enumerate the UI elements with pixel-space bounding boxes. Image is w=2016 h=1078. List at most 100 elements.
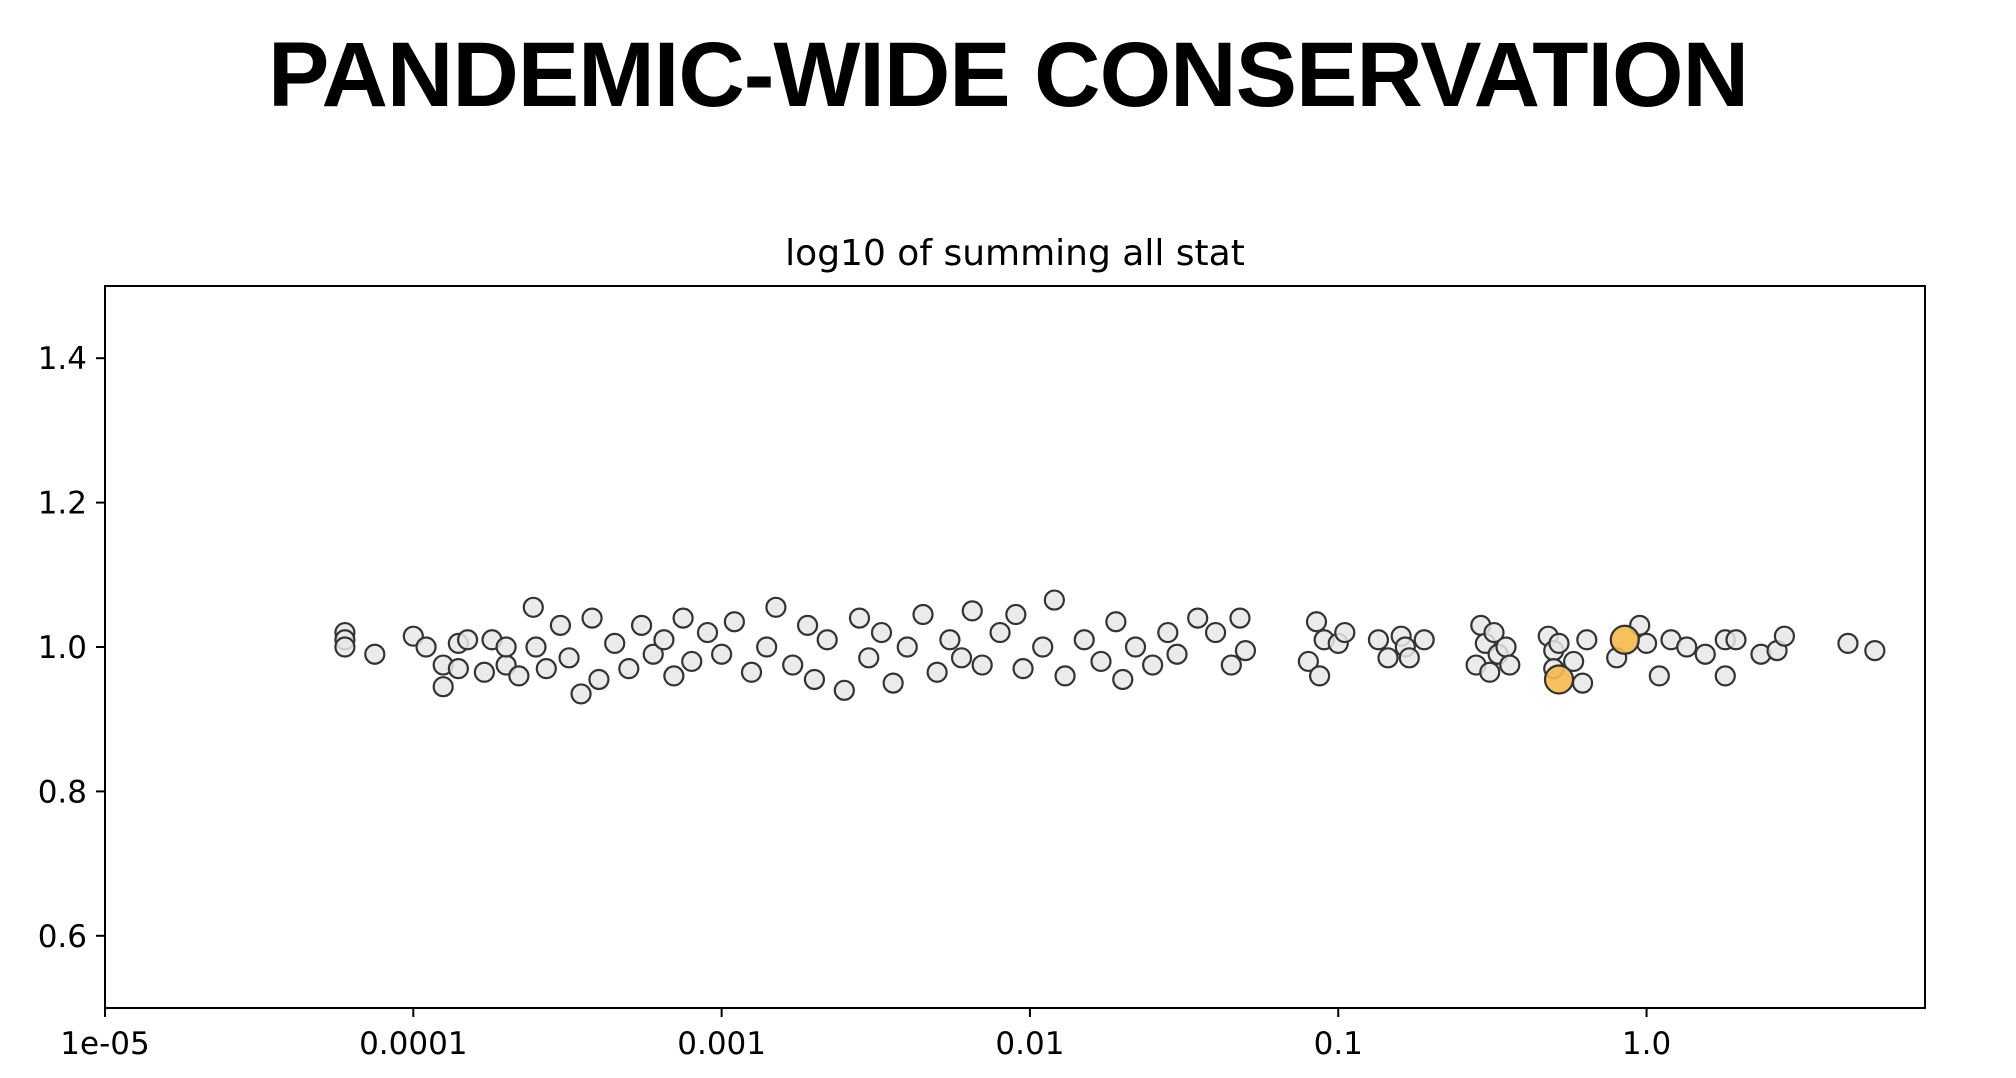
data-point (1012, 658, 1034, 680)
data-point (1548, 632, 1570, 654)
data-point (1105, 611, 1127, 633)
data-point (782, 654, 804, 676)
data-point (1157, 621, 1179, 644)
data-point (1635, 632, 1658, 654)
data-point (525, 636, 547, 658)
data-point (858, 647, 880, 669)
data-point (1229, 607, 1251, 629)
data-point (912, 603, 934, 626)
data-point (833, 679, 855, 701)
data-point (740, 661, 763, 683)
data-point (642, 643, 664, 665)
data-point (1166, 643, 1188, 665)
y-tick-label: 1.4 (38, 341, 87, 377)
data-point (364, 643, 386, 665)
y-tick-label: 1.2 (38, 486, 87, 522)
data-point (1090, 650, 1112, 673)
data-point (989, 621, 1011, 644)
data-point (950, 647, 973, 669)
data-point (663, 665, 685, 687)
data-point (618, 658, 640, 680)
data-point (723, 611, 745, 633)
points-layer (334, 589, 1886, 705)
data-point (1483, 621, 1505, 644)
data-point (1563, 650, 1585, 673)
data-point (535, 658, 557, 680)
data-point (415, 636, 437, 658)
y-tick-label: 0.6 (38, 919, 87, 955)
data-point (971, 654, 993, 676)
data-point (549, 614, 572, 636)
slide-title: PANDEMIC-WIDE CONSERVATION (267, 24, 1749, 126)
data-point (604, 632, 626, 654)
data-point (630, 614, 653, 636)
data-point (1398, 647, 1420, 669)
data-point (1073, 629, 1095, 651)
data-point (1043, 589, 1065, 611)
y-tick-label: 1.0 (38, 630, 87, 666)
data-point (1297, 650, 1319, 673)
data-point (1377, 647, 1399, 669)
data-point (1479, 661, 1501, 683)
data-point (816, 629, 838, 651)
data-point (696, 621, 719, 644)
data-point (1005, 603, 1027, 626)
data-point (1725, 629, 1747, 651)
x-tick-label: 0.01 (995, 1026, 1064, 1062)
data-point (1305, 611, 1328, 633)
data-point (447, 658, 469, 680)
data-point (765, 596, 787, 618)
x-tick-label: 1e-05 (60, 1026, 149, 1062)
data-point (1676, 636, 1698, 658)
chart-title: log10 of summing all stat (785, 233, 1245, 274)
data-point (796, 614, 819, 636)
data-point (672, 607, 694, 629)
data-point (495, 636, 517, 658)
data-point (432, 676, 454, 698)
y-tick-label: 0.8 (38, 774, 87, 810)
data-point (1413, 629, 1435, 651)
data-point (1694, 643, 1716, 665)
data-point (1054, 665, 1076, 687)
data-point (457, 629, 479, 651)
data-point (1576, 629, 1598, 651)
data-point (1864, 640, 1886, 662)
data-point (1309, 665, 1331, 687)
highlight-point (1543, 664, 1575, 695)
data-point (926, 661, 948, 683)
data-point (473, 661, 495, 683)
data-point (1837, 632, 1859, 654)
data-point (1234, 640, 1257, 662)
data-point (870, 621, 893, 644)
data-point (939, 629, 961, 651)
x-tick-label: 0.1 (1314, 1026, 1363, 1062)
data-point (882, 672, 904, 694)
data-point (896, 636, 918, 658)
data-point (1142, 654, 1164, 676)
data-point (1112, 668, 1134, 691)
data-point (848, 607, 871, 629)
data-point (681, 650, 703, 673)
y-axis: 0.6 0.8 1.0 1.2 1.4 (38, 341, 105, 955)
x-tick-label: 0.001 (677, 1026, 766, 1062)
data-point (653, 629, 675, 651)
data-point (711, 643, 733, 665)
data-point (1495, 636, 1517, 658)
data-point (1773, 625, 1796, 647)
data-point (1499, 654, 1521, 676)
data-point (1648, 665, 1670, 687)
data-point (756, 636, 778, 658)
data-point (1571, 672, 1594, 694)
data-point (1187, 607, 1209, 629)
data-point (1220, 654, 1242, 676)
data-point (508, 665, 530, 687)
data-point (558, 647, 580, 669)
data-point (1367, 629, 1390, 651)
data-point (1334, 621, 1356, 644)
x-axis: 1e-05 0.0001 0.001 0.01 0.1 1.0 (60, 1008, 1671, 1062)
highlight-point (1609, 624, 1640, 655)
data-point (1714, 665, 1736, 687)
data-point (334, 636, 356, 658)
data-point (522, 596, 544, 618)
